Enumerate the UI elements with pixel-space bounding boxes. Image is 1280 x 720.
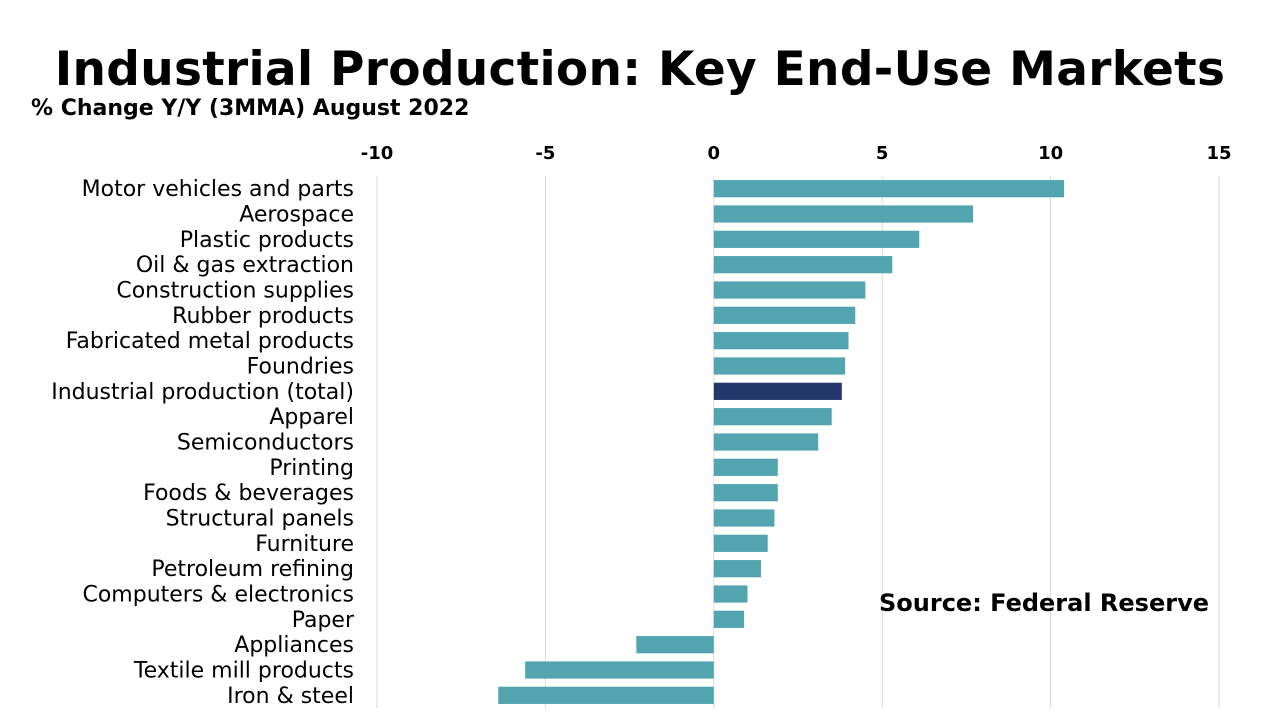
category-label: Construction supplies <box>116 279 354 304</box>
x-axis-ticks: -10 -5 0 5 10 15 <box>361 143 1232 164</box>
bar <box>713 256 893 274</box>
x-tick-label: -10 <box>361 143 394 164</box>
category-label: Paper <box>292 608 355 633</box>
x-tick-label: -5 <box>535 143 555 164</box>
category-label: Iron & steel <box>227 684 354 709</box>
bar <box>713 610 745 628</box>
category-label: Appliances <box>234 633 354 658</box>
x-tick-label: 5 <box>876 143 889 164</box>
chart-subtitle: % Change Y/Y (3MMA) August 2022 <box>31 96 470 121</box>
bar <box>713 357 846 375</box>
category-label: Motor vehicles and parts <box>82 177 354 202</box>
bar <box>713 484 778 502</box>
bar <box>713 534 768 552</box>
category-labels: Motor vehicles and partsAerospacePlastic… <box>51 177 355 709</box>
bar <box>498 686 714 704</box>
bar <box>636 636 714 654</box>
bar <box>713 509 775 527</box>
category-label: Industrial production (total) <box>51 380 354 405</box>
bar <box>525 661 714 679</box>
bar <box>713 408 832 426</box>
bar <box>713 458 778 476</box>
bar <box>713 585 748 603</box>
bar <box>713 332 849 350</box>
bar <box>713 205 974 223</box>
bar <box>713 433 819 451</box>
bar <box>713 560 761 578</box>
category-label: Petroleum refining <box>151 557 354 582</box>
x-tick-label: 10 <box>1038 143 1063 164</box>
category-label: Oil & gas extraction <box>136 253 354 278</box>
category-label: Semiconductors <box>177 431 354 456</box>
x-tick-label: 15 <box>1206 143 1231 164</box>
category-label: Printing <box>269 456 354 481</box>
bar <box>713 382 842 400</box>
bars <box>498 180 1065 704</box>
category-label: Computers & electronics <box>82 583 354 608</box>
category-label: Furniture <box>255 532 354 557</box>
category-label: Apparel <box>269 405 354 430</box>
bar <box>713 180 1065 198</box>
x-tick-label: 0 <box>708 143 721 164</box>
bar <box>713 306 856 324</box>
bar <box>713 230 920 248</box>
bar <box>713 281 866 299</box>
source-note: Source: Federal Reserve <box>879 589 1209 617</box>
chart-title: Industrial Production: Key End-Use Marke… <box>54 42 1226 97</box>
category-label: Foods & beverages <box>143 481 354 506</box>
category-label: Fabricated metal products <box>66 329 354 354</box>
category-label: Foundries <box>247 355 354 380</box>
category-label: Rubber products <box>172 304 354 329</box>
category-label: Structural panels <box>166 507 354 532</box>
category-label: Plastic products <box>180 228 354 253</box>
category-label: Textile mill products <box>133 659 354 684</box>
category-label: Aerospace <box>239 203 354 228</box>
